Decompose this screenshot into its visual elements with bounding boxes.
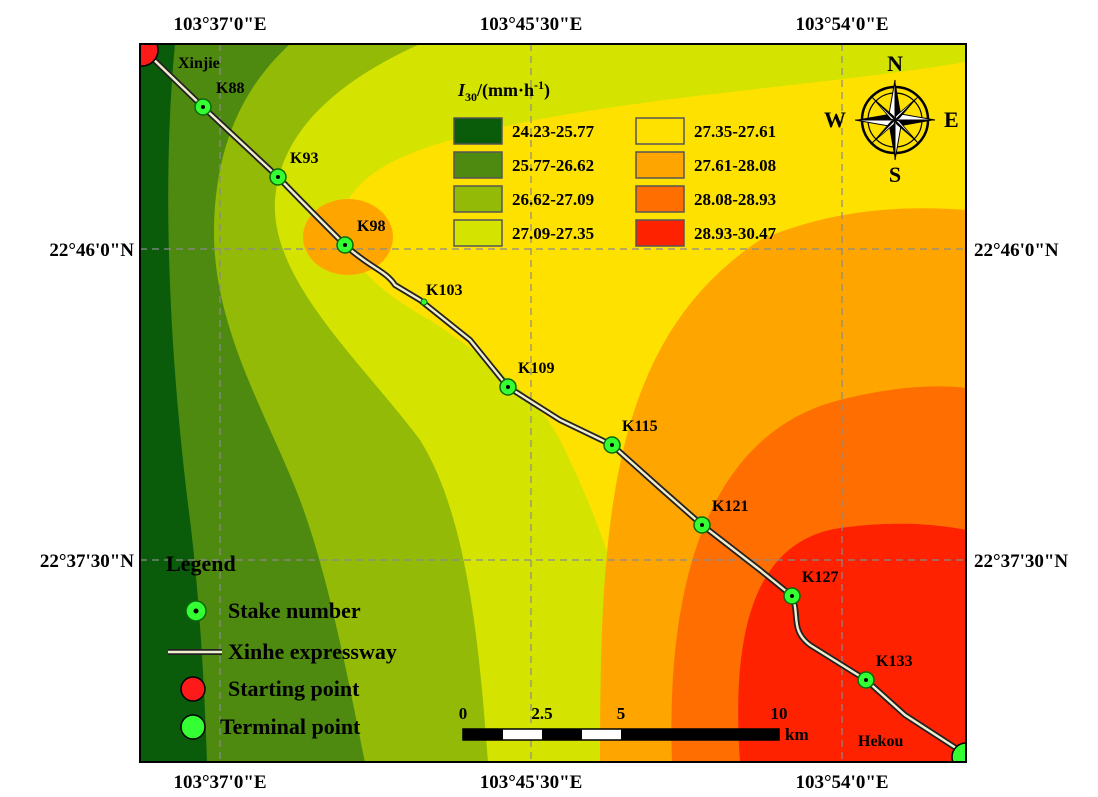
stake-labels: K88 K93 K98 K103 K109 K115 K121 K127 K13… — [216, 80, 912, 670]
place-label-start: Xinjie — [178, 55, 220, 72]
legend-swatch-5 — [635, 117, 685, 145]
stake-label-k109: K109 — [518, 360, 554, 377]
stake-label-k103: K103 — [426, 282, 462, 299]
scale-tick-5: 5 — [617, 704, 626, 723]
compass-west: W — [824, 107, 846, 132]
legend-range-7: 28.08-28.93 — [694, 190, 776, 209]
stake-marker-k98 — [336, 236, 354, 254]
stake-marker-k103 — [420, 298, 428, 306]
stake-label-k127: K127 — [802, 569, 838, 586]
legend-swatch-6 — [635, 151, 685, 179]
intensity-legend: I30/(mm·h-1) 24.23-25.77 25.77-26.62 26.… — [453, 78, 777, 247]
scale-tick-2-5: 2.5 — [531, 704, 552, 723]
legend-range-4: 27.09-27.35 — [512, 224, 594, 243]
stake-label-k115: K115 — [622, 418, 658, 435]
stake-label-k133: K133 — [876, 653, 912, 670]
legend-item-stake: Stake number — [228, 598, 361, 623]
terminal-point-icon — [180, 714, 206, 740]
legend-title: Legend — [166, 551, 236, 576]
legend-swatch-7 — [635, 185, 685, 213]
legend-swatch-1 — [453, 117, 503, 145]
compass-south: S — [889, 162, 901, 187]
legend-range-2: 25.77-26.62 — [512, 156, 594, 175]
scale-bar: 0 2.5 5 10 km — [459, 704, 809, 744]
stake-markers — [194, 98, 875, 689]
legend-swatch-4 — [453, 219, 503, 247]
legend-range-8: 28.93-30.47 — [694, 224, 777, 243]
left-lat-2: 22°37'30"N — [40, 551, 134, 572]
stake-marker-k115 — [603, 436, 621, 454]
legend-range-5: 27.35-27.61 — [694, 122, 776, 141]
stake-label-k98: K98 — [357, 218, 385, 235]
stake-marker-k133 — [857, 671, 875, 689]
stake-marker-k121 — [693, 516, 711, 534]
stake-marker-k88 — [194, 98, 212, 116]
stake-marker-k127 — [783, 587, 801, 605]
legend-range-3: 26.62-27.09 — [512, 190, 594, 209]
stake-label-k88: K88 — [216, 80, 244, 97]
legend-item-terminal: Terminal point — [220, 714, 361, 739]
top-lon-3: 103°54'0"E — [795, 14, 888, 35]
scale-tick-0: 0 — [459, 704, 468, 723]
stake-label-k121: K121 — [712, 498, 748, 515]
place-label-end: Hekou — [858, 733, 903, 750]
legend-range-1: 24.23-25.77 — [512, 122, 595, 141]
bottom-lon-3: 103°54'0"E — [795, 772, 888, 793]
intensity-legend-title: I30/(mm·h-1) — [457, 78, 550, 104]
stake-marker-k109 — [499, 378, 517, 396]
expressway-line — [149, 55, 963, 754]
bottom-lon-2: 103°45'30"E — [480, 772, 583, 793]
left-lat-1: 22°46'0"N — [49, 240, 134, 261]
legend-item-start: Starting point — [228, 676, 360, 701]
top-lon-1: 103°37'0"E — [173, 14, 266, 35]
terminal-point-marker — [951, 742, 966, 762]
compass-east: E — [944, 107, 959, 132]
scale-unit: km — [785, 725, 809, 744]
top-lon-2: 103°45'30"E — [480, 14, 583, 35]
legend-swatch-8 — [635, 219, 685, 247]
compass-north: N — [887, 51, 903, 76]
legend-item-expressway: Xinhe expressway — [228, 639, 397, 664]
zone-24-23-25-77 — [140, 44, 207, 762]
right-lat-1: 22°46'0"N — [974, 240, 1059, 261]
bottom-lon-1: 103°37'0"E — [173, 772, 266, 793]
compass-rose-icon: N S E W — [824, 51, 959, 187]
graticule — [140, 44, 966, 762]
symbol-legend: Legend Stake number Xinhe expressway Sta… — [166, 551, 397, 740]
right-lat-2: 22°37'30"N — [974, 551, 1068, 572]
scale-tick-10: 10 — [771, 704, 788, 723]
stake-label-k93: K93 — [290, 150, 318, 167]
legend-swatch-3 — [453, 185, 503, 213]
starting-point-icon — [180, 676, 206, 702]
xinhe-expressway — [147, 53, 964, 755]
legend-range-6: 27.61-28.08 — [694, 156, 776, 175]
stake-marker-k93 — [269, 168, 287, 186]
map-frame — [139, 43, 967, 763]
zone-28-93-30-47 — [738, 523, 966, 762]
coordinate-labels: 103°37'0"E 103°45'30"E 103°54'0"E 103°37… — [40, 14, 1069, 793]
starting-point-marker — [140, 44, 159, 67]
legend-swatch-2 — [453, 151, 503, 179]
